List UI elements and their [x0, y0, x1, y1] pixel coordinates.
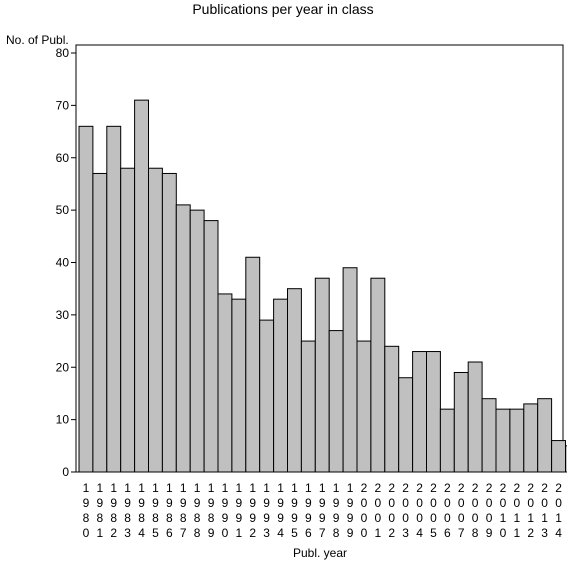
bars: [79, 100, 567, 472]
bar-1990: [218, 294, 232, 472]
bar-2014: [552, 441, 566, 472]
y-tick-label: 20: [56, 360, 70, 374]
bar-1991: [232, 299, 246, 472]
bar-2004: [413, 352, 427, 472]
bar-2008: [468, 362, 482, 472]
y-tick-label: 60: [56, 151, 70, 165]
bar-1981: [93, 173, 107, 472]
bar-1983: [121, 168, 135, 472]
bar-2007: [454, 372, 468, 472]
bar-2002: [385, 346, 399, 472]
chart-title: Publications per year in class: [192, 1, 373, 17]
bar-2005: [427, 352, 441, 472]
bar-1993: [260, 320, 274, 472]
bar-1997: [315, 278, 329, 472]
y-tick-label: 80: [56, 46, 70, 60]
bar-2013: [538, 399, 552, 472]
bar-2006: [440, 409, 454, 472]
bar-2012: [524, 404, 538, 472]
bar-1984: [135, 100, 149, 472]
bar-1989: [204, 221, 218, 472]
bar-1986: [162, 173, 176, 472]
y-tick-label: 0: [62, 465, 69, 479]
y-axis-label: No. of Publ.: [6, 33, 69, 47]
bar-1998: [329, 331, 343, 472]
y-tick-label: 10: [56, 413, 70, 427]
bar-1982: [107, 126, 121, 472]
y-tick-label: 50: [56, 203, 70, 217]
y-axis: 0 10 20 30 40 50 60 70 80: [56, 46, 76, 479]
y-tick-label: 40: [56, 256, 70, 270]
bar-1980: [79, 126, 93, 472]
bar-2010: [496, 409, 510, 472]
bar-1992: [246, 257, 260, 472]
bar-1987: [176, 205, 190, 472]
bar-1985: [149, 168, 163, 472]
bar-1996: [301, 341, 315, 472]
bar-1999: [343, 268, 357, 472]
y-tick-label: 30: [56, 308, 70, 322]
bar-2003: [399, 378, 413, 472]
bar-2011: [510, 409, 524, 472]
bar-2000: [357, 341, 371, 472]
y-tick-label: 70: [56, 98, 70, 112]
bar-2001: [371, 278, 385, 472]
bar-1988: [190, 210, 204, 472]
bar-1995: [288, 289, 302, 472]
bar-2009: [482, 399, 496, 472]
bar-1994: [274, 299, 288, 472]
x-axis-label: Publ. year: [293, 546, 347, 560]
